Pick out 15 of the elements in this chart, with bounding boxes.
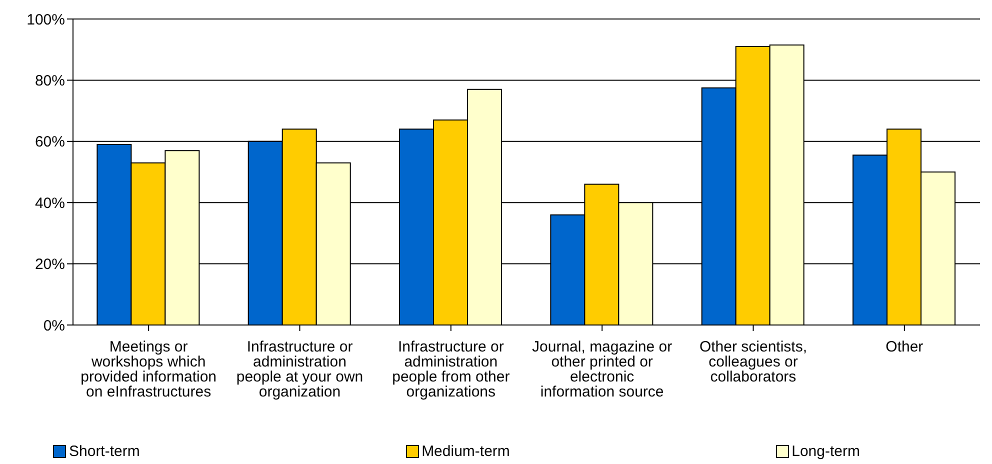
x-tick-label: Infrastructure or administration people from other organizations xyxy=(392,338,510,401)
y-tick-label: 80% xyxy=(34,72,65,90)
y-tick-label: 60% xyxy=(34,134,65,151)
x-tick-label: Other scientists, colleagues or collaborators xyxy=(699,338,808,386)
x-tick-label: Meetings or workshops which provided information on eInfrastructures xyxy=(80,338,217,401)
legend-label: Short-term xyxy=(69,443,140,460)
legend-label: Medium-term xyxy=(422,443,510,460)
x-tick-label: Infrastructure or administration people at your own organization xyxy=(236,338,364,401)
y-tick-label: 40% xyxy=(34,194,65,212)
x-tick-label: Other xyxy=(886,338,924,356)
legend-label: Long-term xyxy=(792,443,860,460)
x-tick-label: Journal, magazine or other printed or electronic information source xyxy=(532,338,672,401)
y-tick-label: 100% xyxy=(26,11,65,28)
y-tick-label: 20% xyxy=(34,256,65,274)
y-tick-label: 0% xyxy=(43,317,65,334)
